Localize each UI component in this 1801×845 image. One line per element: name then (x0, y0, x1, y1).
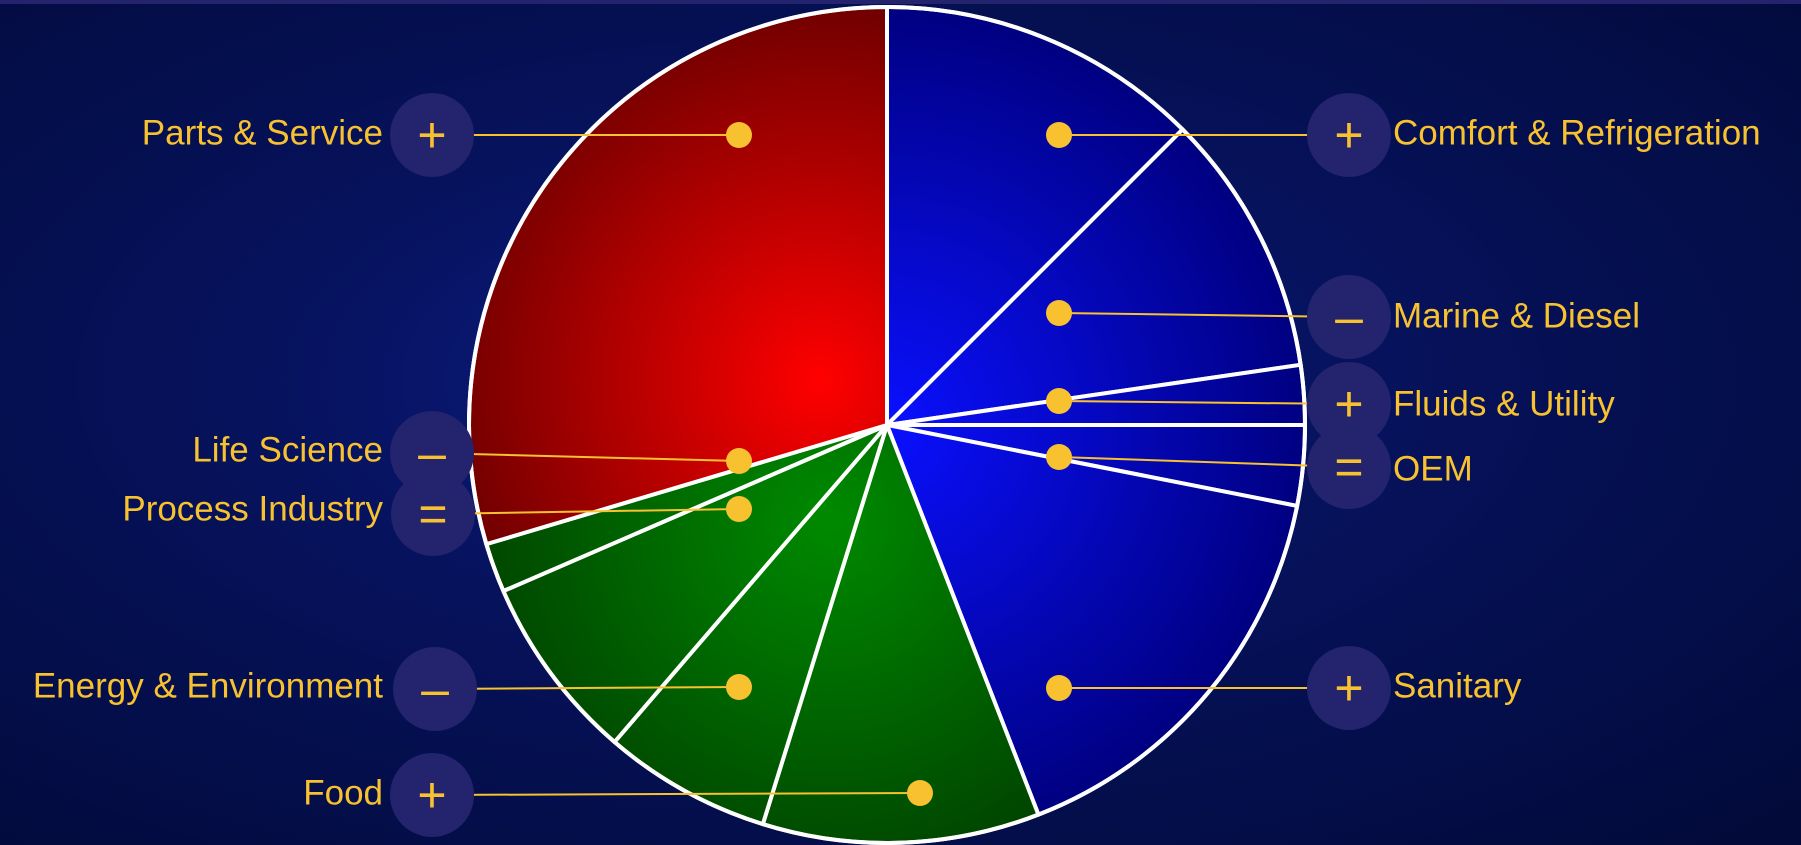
trend-badges: +–+=++–=–+ (390, 93, 1391, 837)
slice-marker-fluids-and-utility (1046, 388, 1072, 414)
trend-badge-bg (1307, 362, 1391, 446)
leader-lines (431, 122, 1350, 806)
trend-symbol: + (1334, 376, 1363, 432)
segment-label-food: Food (303, 774, 383, 813)
segment-label-parts-and-service: Parts & Service (142, 114, 383, 153)
trend-badge-bg (390, 753, 474, 837)
equals-icon-process-industry: = (391, 472, 475, 556)
minus-icon-energy-and-environment: – (393, 647, 477, 731)
trend-symbol: = (418, 486, 447, 542)
plus-icon-food: + (390, 753, 474, 837)
segment-labels: Comfort & Refrigeration Marine & Diesel Fl… (33, 114, 1761, 813)
leader-line-energy-and-environment (434, 686, 740, 690)
trend-badge-bg (390, 411, 474, 495)
leader-line-marine-and-diesel (1058, 312, 1350, 318)
slice-marker-food (907, 780, 933, 806)
trend-badge-bg (1307, 275, 1391, 359)
trend-badge-bg (1307, 93, 1391, 177)
trend-symbol: + (417, 767, 446, 823)
plus-icon-sanitary: + (1307, 646, 1391, 730)
plus-icon-fluids-and-utility: + (1307, 362, 1391, 446)
segment-label-life-science: Life Science (192, 431, 383, 470)
slice-marker-oem (1046, 444, 1072, 470)
segment-label-sanitary: Sanitary (1393, 667, 1522, 706)
leader-line-oem (1058, 456, 1350, 468)
leader-line-life-science (431, 452, 740, 462)
slice-marker-comfort-and-refrigeration (1046, 122, 1072, 148)
trend-symbol: – (421, 661, 449, 717)
pie-slices (467, 5, 1307, 845)
trend-symbol: = (1334, 439, 1363, 495)
trend-symbol: + (1334, 660, 1363, 716)
trend-badge-bg (391, 472, 475, 556)
minus-icon-marine-and-diesel: – (1307, 275, 1391, 359)
plus-icon-parts-and-service: + (390, 93, 474, 177)
trend-symbol: + (417, 107, 446, 163)
segment-label-energy-and-environment: Energy & Environment (33, 667, 383, 706)
leader-line-food (431, 792, 921, 796)
minus-icon-life-science: – (390, 411, 474, 495)
equals-icon-oem: = (1307, 425, 1391, 509)
plus-icon-comfort-and-refrigeration: + (1307, 93, 1391, 177)
segment-label-oem: OEM (1393, 450, 1473, 489)
trend-symbol: – (1335, 289, 1363, 345)
trend-symbol: – (418, 425, 446, 481)
trend-symbol: + (1334, 107, 1363, 163)
leader-line-process-industry (432, 508, 740, 515)
segment-label-fluids-and-utility: Fluids & Utility (1393, 385, 1615, 424)
leader-line-fluids-and-utility (1058, 400, 1350, 405)
slice-marker-sanitary (1046, 675, 1072, 701)
trend-badge-bg (1307, 425, 1391, 509)
segment-label-marine-and-diesel: Marine & Diesel (1393, 297, 1640, 336)
pie-outline (467, 5, 1307, 845)
segment-label-process-industry: Process Industry (122, 490, 383, 529)
slice-marker-parts-and-service (726, 122, 752, 148)
trend-badge-bg (390, 93, 474, 177)
slice-marker-energy-and-environment (726, 674, 752, 700)
top-strip (0, 0, 1801, 4)
slice-marker-life-science (726, 448, 752, 474)
trend-badge-bg (393, 647, 477, 731)
slice-marker-process-industry (726, 496, 752, 522)
slice-marker-marine-and-diesel (1046, 300, 1072, 326)
segment-label-comfort-and-refrigeration: Comfort & Refrigeration (1393, 114, 1761, 153)
trend-badge-bg (1307, 646, 1391, 730)
